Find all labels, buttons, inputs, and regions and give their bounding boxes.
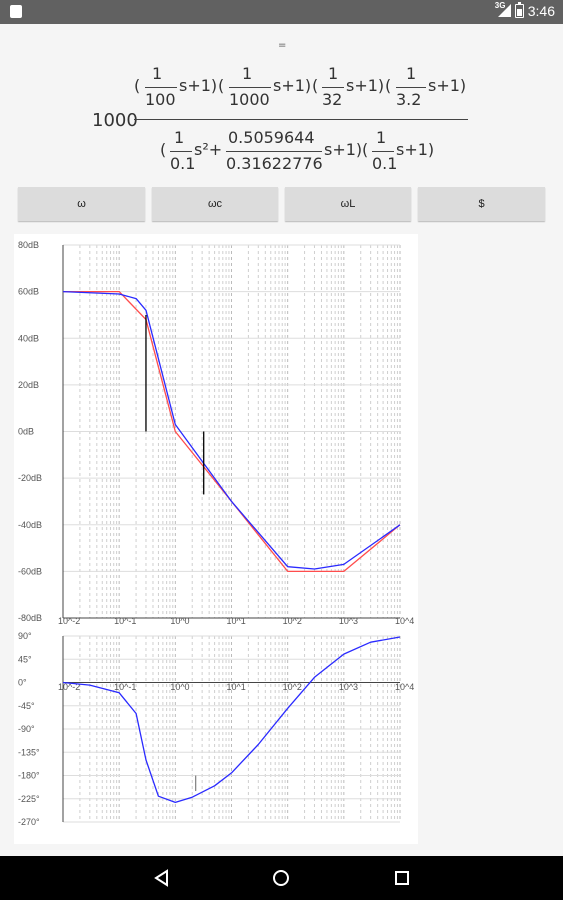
dollar-button[interactable]: $: [418, 187, 545, 221]
formula-label: =: [278, 40, 287, 51]
y-tick-label: 20dB: [18, 380, 39, 390]
y-tick-label: -135°: [18, 747, 40, 757]
gain-value: 1000: [92, 110, 138, 131]
x-tick-label: 10^0: [170, 616, 189, 626]
omega-button[interactable]: ω: [18, 187, 145, 221]
back-icon[interactable]: [152, 868, 172, 888]
bode-plot[interactable]: 80dB 60dB 40dB 20dB 0dB -20dB -40dB -60dB -80dB 1…: [14, 234, 418, 844]
notification-icon: [10, 5, 22, 18]
x-tick-label: 10^0: [170, 682, 189, 692]
x-tick-label: 10^-1: [114, 682, 136, 692]
y-tick-label: 0°: [18, 678, 27, 688]
y-tick-label: 0dB: [18, 427, 34, 437]
status-icons: 3G 3:46: [495, 1, 555, 19]
battery-icon: [514, 2, 524, 18]
x-tick-label: 10^2: [283, 616, 302, 626]
y-tick-label: 45°: [18, 654, 32, 664]
x-tick-label: 10^1: [227, 682, 246, 692]
recents-icon[interactable]: [392, 868, 412, 888]
y-tick-label: 60dB: [18, 287, 39, 297]
x-tick-label: 10^4: [395, 616, 414, 626]
status-bar: 3G 3:46: [0, 0, 563, 24]
omega-c-button[interactable]: ωc: [152, 187, 278, 221]
omega-l-button[interactable]: ωL: [285, 187, 411, 221]
y-tick-label: -20dB: [18, 473, 42, 483]
main-fraction-line: [134, 119, 468, 120]
series-line-0: [62, 636, 401, 804]
x-tick-label: 10^-2: [58, 616, 80, 626]
x-tick-label: 10^2: [283, 682, 302, 692]
navigation-bar: [0, 856, 563, 900]
y-tick-label: -225°: [18, 794, 40, 804]
x-tick-label: 10^3: [339, 682, 358, 692]
y-tick-label: -80dB: [18, 613, 42, 623]
y-tick-label: -270°: [18, 817, 40, 827]
bode-plot-svg: 80dB 60dB 40dB 20dB 0dB -20dB -40dB -60dB -80dB 1…: [18, 240, 414, 827]
y-tick-label: 40dB: [18, 333, 39, 343]
y-tick-label: -45°: [18, 701, 35, 711]
home-icon[interactable]: [271, 868, 291, 888]
x-tick-label: 10^3: [339, 616, 358, 626]
signal-icon: 3G: [495, 1, 511, 18]
y-tick-label: -60dB: [18, 566, 42, 576]
y-tick-label: 80dB: [18, 240, 39, 250]
x-tick-label: 10^-1: [114, 616, 136, 626]
y-tick-label: -180°: [18, 771, 40, 781]
y-tick-label: 90°: [18, 631, 32, 641]
y-tick-label: -40dB: [18, 520, 42, 530]
x-tick-label: 10^1: [227, 616, 246, 626]
x-tick-label: 10^-2: [58, 682, 80, 692]
clock: 3:46: [527, 3, 555, 19]
x-tick-label: 10^4: [395, 682, 414, 692]
y-tick-label: -90°: [18, 724, 35, 734]
transfer-function-formula: = 1000 ( 1 100 s+1) ( 1 1000 s+1) ( 1 32…: [92, 40, 468, 173]
